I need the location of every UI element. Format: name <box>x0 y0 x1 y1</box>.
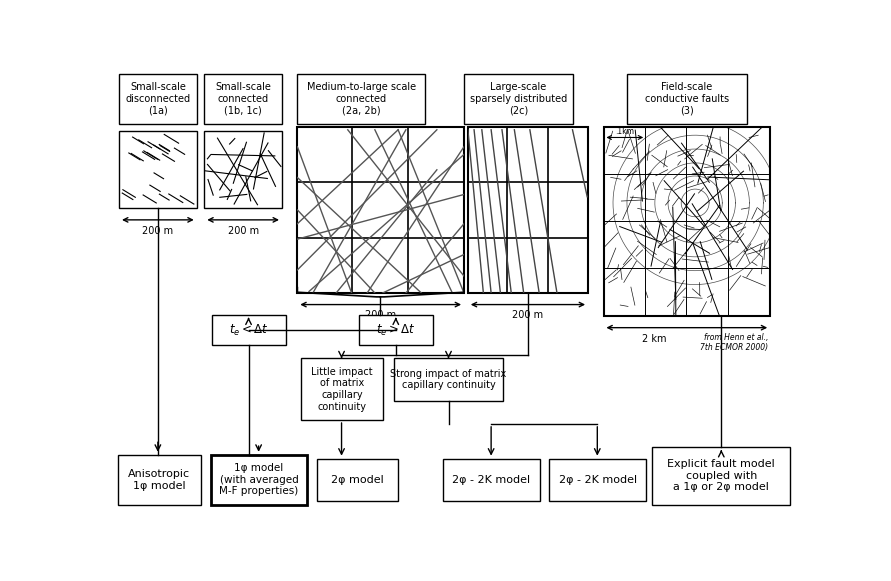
Text: $t_e < \Delta t$: $t_e < \Delta t$ <box>229 322 269 338</box>
Text: 200 m: 200 m <box>512 310 544 320</box>
Bar <box>119 74 197 124</box>
Text: 2φ model: 2φ model <box>331 475 384 485</box>
Text: Little impact
of matrix
capillary
continuity: Little impact of matrix capillary contin… <box>311 367 372 412</box>
Text: 2φ - 2K model: 2φ - 2K model <box>559 475 637 485</box>
Bar <box>464 74 573 124</box>
Bar <box>298 127 464 293</box>
Bar <box>359 314 433 345</box>
Bar <box>210 455 307 505</box>
Text: Small-scale
connected
(1b, 1c): Small-scale connected (1b, 1c) <box>216 82 271 115</box>
Text: Explicit fault model
coupled with
a 1φ or 2φ model: Explicit fault model coupled with a 1φ o… <box>667 460 775 493</box>
Text: Large-scale
sparsely distributed
(2c): Large-scale sparsely distributed (2c) <box>470 82 567 115</box>
Text: 200 m: 200 m <box>227 227 258 236</box>
Text: 1φ model
(with averaged
M-F properties): 1φ model (with averaged M-F properties) <box>219 463 298 496</box>
Bar <box>652 447 790 505</box>
Bar <box>204 131 282 209</box>
Bar <box>118 455 201 505</box>
Text: Medium-to-large scale
connected
(2a, 2b): Medium-to-large scale connected (2a, 2b) <box>307 82 416 115</box>
Bar <box>394 358 503 401</box>
Text: $t_e > \Delta t$: $t_e > \Delta t$ <box>377 322 416 338</box>
Text: Small-scale
disconnected
(1a): Small-scale disconnected (1a) <box>126 82 191 115</box>
Text: from Henn et al.,
7th ECMOR 2000): from Henn et al., 7th ECMOR 2000) <box>700 333 769 353</box>
Bar <box>119 131 197 209</box>
Bar <box>298 74 425 124</box>
Bar <box>316 458 398 501</box>
Text: Anisotropic
1φ model: Anisotropic 1φ model <box>128 469 191 490</box>
Bar <box>603 127 770 316</box>
Bar <box>468 127 588 293</box>
Bar <box>212 314 286 345</box>
Bar <box>204 74 282 124</box>
Text: 2 km: 2 km <box>642 334 666 344</box>
Text: 200 m: 200 m <box>143 227 174 236</box>
Bar <box>626 74 747 124</box>
Text: Strong impact of matrix
capillary continuity: Strong impact of matrix capillary contin… <box>390 369 507 390</box>
Bar <box>549 458 646 501</box>
Text: .1km: .1km <box>615 127 634 136</box>
Text: 2φ - 2K model: 2φ - 2K model <box>453 475 530 485</box>
Bar <box>301 358 382 420</box>
Text: 200 m: 200 m <box>364 310 396 320</box>
Bar <box>443 458 540 501</box>
Text: Field-scale
conductive faults
(3): Field-scale conductive faults (3) <box>645 82 729 115</box>
